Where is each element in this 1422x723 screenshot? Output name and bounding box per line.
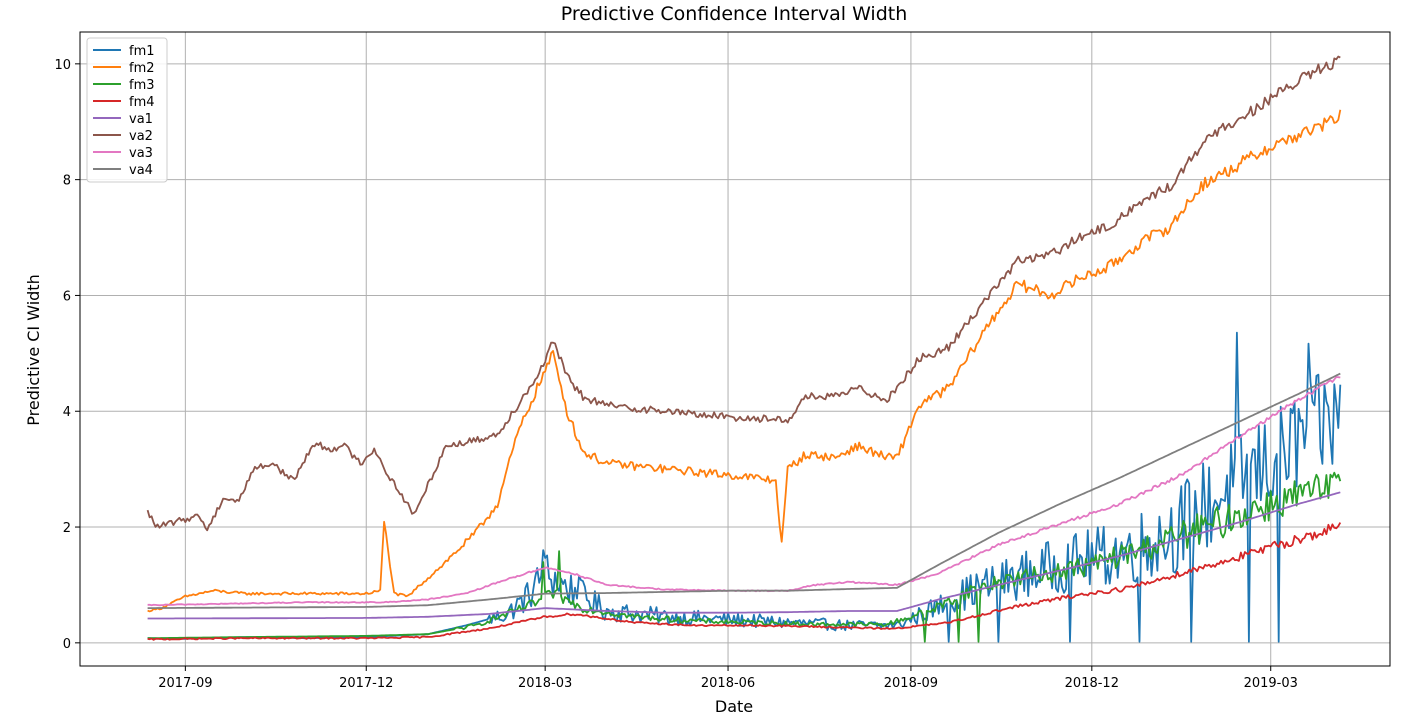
- series-line-fm4: [147, 522, 1342, 641]
- plot-frame: [79, 31, 1391, 667]
- x-tick-label: 2018-03: [518, 676, 572, 691]
- y-tick-label: 4: [63, 405, 71, 420]
- x-tick-label: 2017-12: [339, 676, 393, 691]
- legend-box: [86, 37, 168, 183]
- x-tick-label: 2017-09: [158, 676, 212, 691]
- series-line-fm2: [147, 109, 1342, 613]
- chart-title: Predictive Confidence Interval Width: [561, 3, 908, 25]
- legend-label-fm1: fm1: [129, 44, 155, 59]
- legend-label-va2: va2: [129, 129, 153, 144]
- legend-label-va3: va3: [129, 146, 153, 161]
- legend-label-fm3: fm3: [129, 78, 155, 93]
- x-tick-label: 2019-03: [1244, 676, 1298, 691]
- grid-layer: [80, 32, 1390, 666]
- legend: fm1 fm2 fm3 fm4 va1 va2 va3 va4: [86, 37, 168, 183]
- series-line-va4: [147, 372, 1341, 609]
- x-tick-label: 2018-09: [884, 676, 938, 691]
- legend-label-va1: va1: [129, 112, 153, 127]
- x-tick-label: 2018-06: [701, 676, 755, 691]
- series-layer: [146, 55, 1342, 643]
- series-line-va2: [146, 55, 1341, 532]
- x-tick-label: 2018-12: [1065, 676, 1119, 691]
- series-line-fm3: [147, 471, 1342, 643]
- x-axis-label: Date: [715, 697, 753, 716]
- y-tick-label: 6: [63, 289, 71, 304]
- legend-label-fm2: fm2: [129, 61, 155, 76]
- y-tick-label: 0: [63, 637, 71, 652]
- legend-label-va4: va4: [129, 163, 153, 178]
- y-axis-label: Predictive CI Width: [24, 274, 43, 425]
- legend-label-fm4: fm4: [129, 95, 155, 110]
- y-tick-label: 8: [63, 174, 71, 189]
- series-line-va1: [147, 491, 1341, 620]
- y-tick-label: 10: [54, 58, 71, 73]
- tick-layer: 2017-09 2017-12 2018-03 2018-06 2018-09 2018-…: [54, 58, 1297, 691]
- series-line-fm1: [147, 331, 1342, 643]
- y-tick-label: 2: [63, 521, 71, 536]
